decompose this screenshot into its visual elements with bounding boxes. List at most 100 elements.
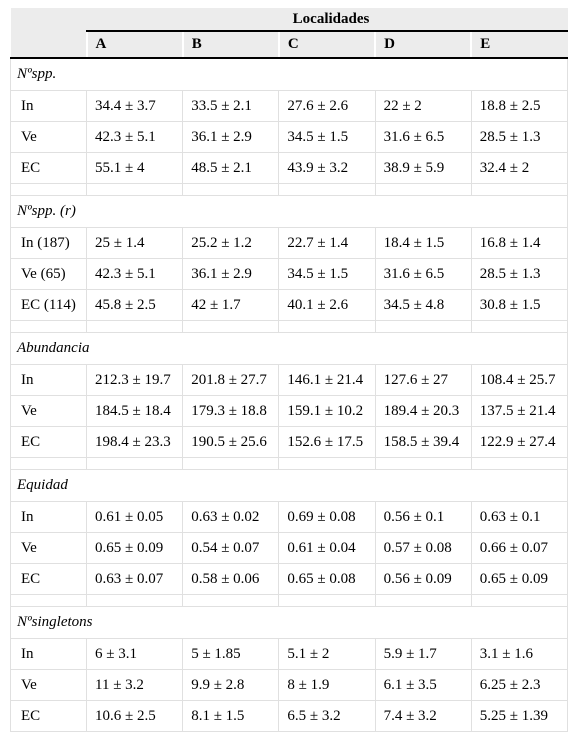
value-cell: 31.6 ± 6.5 [374, 258, 472, 290]
value-cell: 108.4 ± 25.7 [470, 364, 569, 396]
spacer-cell [182, 183, 280, 196]
value-cell: 27.6 ± 2.6 [278, 90, 376, 122]
section-title: Nºsingletons [10, 606, 568, 639]
spacer-cell [470, 457, 569, 470]
value-cell: 36.1 ± 2.9 [182, 121, 280, 153]
value-cell: 30.8 ± 1.5 [470, 289, 569, 321]
spacer-cell [278, 183, 376, 196]
data-row: In 34.4 ± 3.7 33.5 ± 2.1 27.6 ± 2.6 22 ± 2 18… [10, 90, 569, 122]
header-corner [10, 31, 87, 59]
row-label: Ve [10, 532, 87, 564]
value-cell: 7.4 ± 3.2 [374, 700, 472, 732]
value-cell: 0.61 ± 0.05 [85, 501, 184, 533]
data-row: Ve 184.5 ± 18.4 179.3 ± 18.8 159.1 ± 10.2 18… [10, 395, 569, 427]
value-cell: 179.3 ± 18.8 [182, 395, 280, 427]
value-cell: 34.5 ± 1.5 [278, 258, 376, 290]
value-cell: 31.6 ± 6.5 [374, 121, 472, 153]
value-cell: 127.6 ± 27 [374, 364, 472, 396]
spacer-row [10, 183, 569, 196]
value-cell: 201.8 ± 27.7 [182, 364, 280, 396]
value-cell: 22.7 ± 1.4 [278, 227, 376, 259]
value-cell: 8 ± 1.9 [278, 669, 376, 701]
value-cell: 159.1 ± 10.2 [278, 395, 376, 427]
value-cell: 40.1 ± 2.6 [278, 289, 376, 321]
data-row: EC 55.1 ± 4 48.5 ± 2.1 43.9 ± 3.2 38.9 ± 5.9… [10, 152, 569, 184]
section-title-row: Nºsingletons [10, 606, 568, 639]
value-cell: 0.56 ± 0.1 [374, 501, 472, 533]
value-cell: 6.1 ± 3.5 [374, 669, 472, 701]
data-row: EC 0.63 ± 0.07 0.58 ± 0.06 0.65 ± 0.08 0.56 … [10, 563, 569, 595]
data-row: EC 198.4 ± 23.3 190.5 ± 25.6 152.6 ± 17.5 15… [10, 426, 569, 458]
value-cell: 32.4 ± 2 [470, 152, 569, 184]
value-cell: 0.56 ± 0.09 [374, 563, 472, 595]
spacer-cell [278, 457, 376, 470]
spacer-cell [85, 594, 184, 607]
row-label: In [10, 501, 87, 533]
value-cell: 38.9 ± 5.9 [374, 152, 472, 184]
data-row: In 212.3 ± 19.7 201.8 ± 27.7 146.1 ± 21.4 12… [10, 364, 569, 396]
value-cell: 0.58 ± 0.06 [182, 563, 280, 595]
value-cell: 0.69 ± 0.08 [278, 501, 376, 533]
value-cell: 5.1 ± 2 [278, 638, 376, 670]
spacer-row [10, 457, 569, 470]
value-cell: 22 ± 2 [374, 90, 472, 122]
row-label: Ve [10, 395, 87, 427]
section-title: Abundancia [10, 332, 568, 365]
column-header: B [181, 31, 279, 59]
spacer-cell [470, 594, 569, 607]
value-cell: 6.25 ± 2.3 [470, 669, 569, 701]
value-cell: 0.61 ± 0.04 [278, 532, 376, 564]
spacer-cell [10, 320, 87, 333]
value-cell: 0.57 ± 0.08 [374, 532, 472, 564]
value-cell: 158.5 ± 39.4 [374, 426, 472, 458]
value-cell: 189.4 ± 20.3 [374, 395, 472, 427]
table-body: Nºspp. In 34.4 ± 3.7 33.5 ± 2.1 27.6 ± 2.6 22… [10, 57, 569, 732]
spacer-row [10, 594, 569, 607]
spacer-cell [374, 457, 472, 470]
value-cell: 28.5 ± 1.3 [470, 121, 569, 153]
value-cell: 55.1 ± 4 [85, 152, 184, 184]
value-cell: 42 ± 1.7 [182, 289, 280, 321]
row-label: In [10, 90, 87, 122]
value-cell: 5 ± 1.85 [182, 638, 280, 670]
data-row: EC 10.6 ± 2.5 8.1 ± 1.5 6.5 ± 3.2 7.4 ± 3.2 5… [10, 700, 569, 732]
value-cell: 0.65 ± 0.09 [85, 532, 184, 564]
data-row: In 6 ± 3.1 5 ± 1.85 5.1 ± 2 5.9 ± 1.7 3.1 ± 1… [10, 638, 569, 670]
value-cell: 3.1 ± 1.6 [470, 638, 569, 670]
data-row: Ve 11 ± 3.2 9.9 ± 2.8 8 ± 1.9 6.1 ± 3.5 6.25 … [10, 669, 569, 701]
section-title-row: Nºspp. (r) [10, 195, 568, 228]
spacer-cell [470, 183, 569, 196]
section-title-row: Abundancia [10, 332, 568, 365]
value-cell: 43.9 ± 3.2 [278, 152, 376, 184]
value-cell: 0.66 ± 0.07 [470, 532, 569, 564]
spacer-cell [10, 457, 87, 470]
value-cell: 146.1 ± 21.4 [278, 364, 376, 396]
spacer-cell [278, 594, 376, 607]
value-cell: 6 ± 3.1 [85, 638, 184, 670]
value-cell: 16.8 ± 1.4 [470, 227, 569, 259]
value-cell: 0.63 ± 0.1 [470, 501, 569, 533]
section-title-row: Nºspp. [10, 57, 568, 91]
value-cell: 34.5 ± 1.5 [278, 121, 376, 153]
value-cell: 11 ± 3.2 [85, 669, 184, 701]
row-label: Ve (65) [10, 258, 87, 290]
value-cell: 42.3 ± 5.1 [85, 258, 184, 290]
value-cell: 25 ± 1.4 [85, 227, 184, 259]
column-header: A [85, 31, 183, 59]
column-header: C [277, 31, 376, 59]
data-row: Ve (65) 42.3 ± 5.1 36.1 ± 2.9 34.5 ± 1.5 31.… [10, 258, 569, 290]
data-row: In (187) 25 ± 1.4 25.2 ± 1.2 22.7 ± 1.4 18.4… [10, 227, 569, 259]
spacer-cell [182, 320, 280, 333]
value-cell: 137.5 ± 21.4 [470, 395, 569, 427]
row-label: EC [10, 152, 87, 184]
value-cell: 152.6 ± 17.5 [278, 426, 376, 458]
row-label: Ve [10, 121, 87, 153]
value-cell: 18.4 ± 1.5 [374, 227, 472, 259]
spacer-cell [182, 457, 280, 470]
value-cell: 34.4 ± 3.7 [85, 90, 184, 122]
row-label: Ve [10, 669, 87, 701]
value-cell: 190.5 ± 25.6 [182, 426, 280, 458]
